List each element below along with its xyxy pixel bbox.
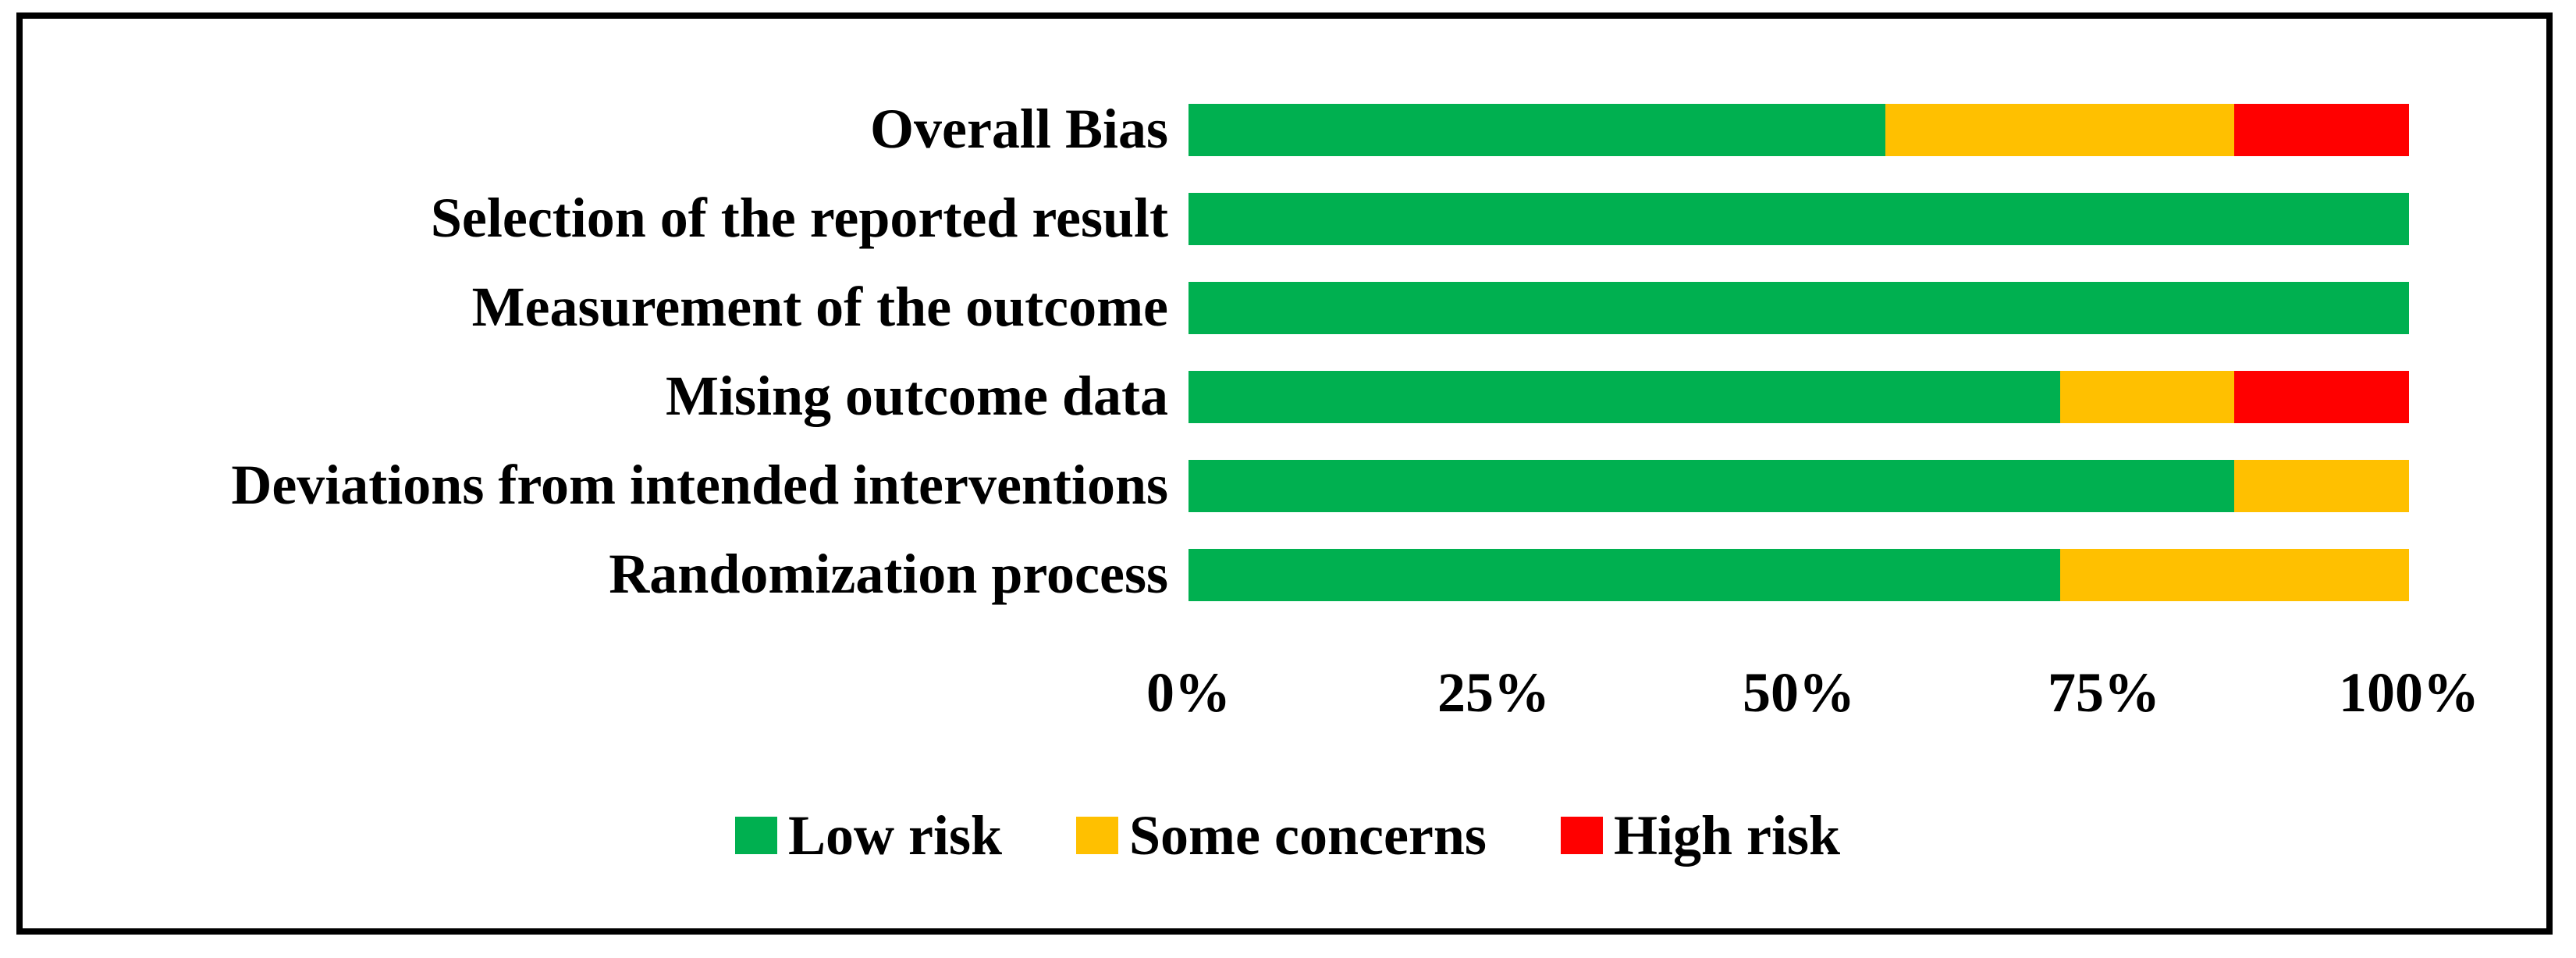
chart-row-measurement-of-the-outcome: Measurement of the outcome	[0, 276, 2576, 338]
bar-segment-low-risk	[1189, 549, 2060, 601]
stacked-bar	[1189, 193, 2409, 245]
legend-item-high-risk: High risk	[1560, 804, 1841, 867]
bar-segment-low-risk	[1189, 193, 2409, 245]
legend-label-low-risk: Low risk	[787, 804, 1003, 867]
x-tick-75: 75%	[2048, 661, 2160, 724]
legend-label-some-concerns: Some concerns	[1129, 804, 1487, 867]
some-concerns-swatch-icon	[1076, 817, 1119, 854]
legend-item-low-risk: Low risk	[734, 804, 1003, 867]
category-label: Overall Bias	[870, 98, 1168, 160]
low-risk-swatch-icon	[734, 817, 777, 854]
x-tick-100: 100%	[2339, 661, 2479, 724]
category-label: Randomization process	[609, 543, 1168, 605]
chart-border-frame	[16, 12, 2553, 935]
chart-row-selection-of-the-reported-result: Selection of the reported result	[0, 187, 2576, 249]
stacked-bar	[1189, 282, 2409, 334]
chart-row-randomization-process: Randomization process	[0, 543, 2576, 605]
bar-segment-some-concerns	[2059, 549, 2409, 601]
chart-row-mising-outcome-data: Mising outcome data	[0, 365, 2576, 427]
legend-label-high-risk: High risk	[1613, 804, 1841, 867]
category-label: Selection of the reported result	[430, 187, 1168, 249]
x-tick-25: 25%	[1437, 661, 1550, 724]
category-label: Deviations from intended interventions	[231, 454, 1168, 516]
stacked-bar	[1189, 460, 2409, 512]
bar-segment-low-risk	[1189, 282, 2409, 334]
bar-segment-high-risk	[2234, 104, 2409, 156]
x-tick-50: 50%	[1743, 661, 1855, 724]
bar-segment-low-risk	[1189, 371, 2060, 423]
chart-row-overall-bias: Overall Bias	[0, 98, 2576, 160]
stacked-bar	[1189, 371, 2409, 423]
chart-row-deviations-from-intended-interventions: Deviations from intended interventions	[0, 454, 2576, 516]
bar-segment-some-concerns	[1885, 104, 2235, 156]
bar-segment-low-risk	[1189, 104, 1886, 156]
bar-segment-low-risk	[1189, 460, 2235, 512]
bar-rows: Overall Bias Selection of the reported re…	[0, 98, 2576, 605]
legend-item-some-concerns: Some concerns	[1076, 805, 1487, 866]
category-label: Mising outcome data	[666, 365, 1168, 427]
stacked-bar	[1189, 549, 2409, 601]
category-label: Measurement of the outcome	[471, 276, 1168, 338]
x-tick-0: 0%	[1146, 661, 1231, 724]
x-axis: 0% 25% 50% 75% 100%	[1146, 661, 2479, 724]
stacked-bar	[1189, 104, 2409, 156]
chart-legend: Low risk Some concerns High risk	[23, 804, 2553, 867]
high-risk-swatch-icon	[1560, 817, 1603, 854]
bar-segment-high-risk	[2234, 371, 2409, 423]
bar-segment-some-concerns	[2059, 371, 2235, 423]
bar-segment-some-concerns	[2234, 460, 2409, 512]
